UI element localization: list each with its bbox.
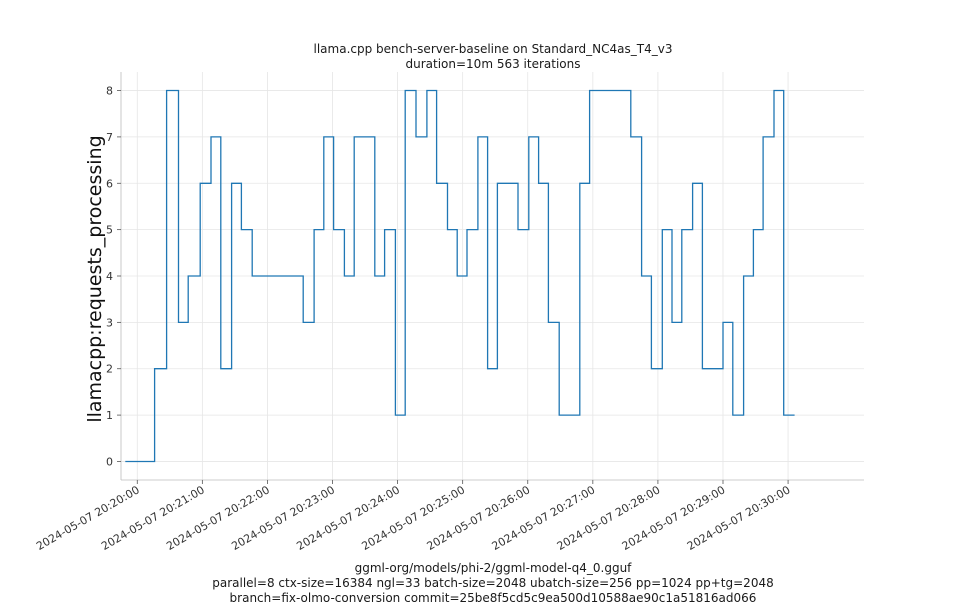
footer-params: parallel=8 ctx-size=16384 ngl=33 batch-s… xyxy=(212,576,774,590)
x-tick-label: 2024-05-07 20:20:00 xyxy=(34,483,142,553)
y-axis-label: llamacpp:requests_processing xyxy=(84,135,106,422)
chart-subtitle: duration=10m 563 iterations xyxy=(405,57,581,71)
y-tick-label: 3 xyxy=(106,316,113,329)
y-tick-label: 1 xyxy=(106,409,113,422)
chart-title: llama.cpp bench-server-baseline on Stand… xyxy=(313,42,673,56)
y-tick-label: 8 xyxy=(106,85,113,98)
y-tick-label: 7 xyxy=(106,131,113,144)
series-layer xyxy=(125,89,795,463)
series-line xyxy=(125,89,795,463)
footer-branch: branch=fix-olmo-conversion commit=25be8f… xyxy=(229,591,757,605)
y-tick-label: 0 xyxy=(106,455,113,468)
y-tick-label: 6 xyxy=(106,177,113,190)
y-tick-label: 4 xyxy=(106,270,113,283)
footer-model: ggml-org/models/phi-2/ggml-model-q4_0.gg… xyxy=(354,561,632,575)
y-axis-ticks: 0 1 2 3 4 5 6 7 8 xyxy=(106,85,121,468)
y-tick-label: 5 xyxy=(106,224,113,237)
y-tick-label: 2 xyxy=(106,363,113,376)
